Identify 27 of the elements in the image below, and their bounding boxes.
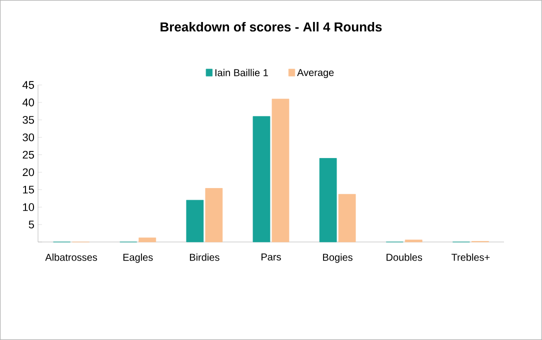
x-tick-label: Pars <box>262 254 281 260</box>
legend-label: Iain Baillie 1 <box>215 68 268 76</box>
y-tick-label: 15 <box>23 186 34 194</box>
legend-label: Average <box>297 69 334 78</box>
y-tick-label: 25 <box>22 150 34 159</box>
x-tick-label: Trebles+ <box>452 254 490 261</box>
x-tick-label: Bogies <box>323 254 352 263</box>
x-tick-label: Albatrosses <box>45 254 98 261</box>
bar <box>272 98 290 242</box>
y-tick-label: 35 <box>22 116 34 124</box>
chart-title: Breakdown of scores - All 4 Rounds <box>160 22 382 32</box>
bar <box>205 188 223 242</box>
y-tick-label: 40 <box>22 98 34 106</box>
x-tick-label: Eagles <box>123 254 153 263</box>
y-tick-label: 30 <box>22 133 34 142</box>
y-tick-label: 45 <box>22 81 34 89</box>
y-tick-label: 10 <box>23 203 34 211</box>
bar <box>319 158 337 242</box>
x-tick-label: Doubles <box>386 254 422 261</box>
bar <box>252 116 270 242</box>
y-tick-label: 5 <box>28 220 34 228</box>
x-tick-label: Birdies <box>190 254 220 261</box>
bar <box>186 200 204 242</box>
bar <box>138 238 156 242</box>
y-tick-label: 20 <box>22 168 34 176</box>
bar <box>338 194 356 242</box>
bar <box>404 240 422 242</box>
